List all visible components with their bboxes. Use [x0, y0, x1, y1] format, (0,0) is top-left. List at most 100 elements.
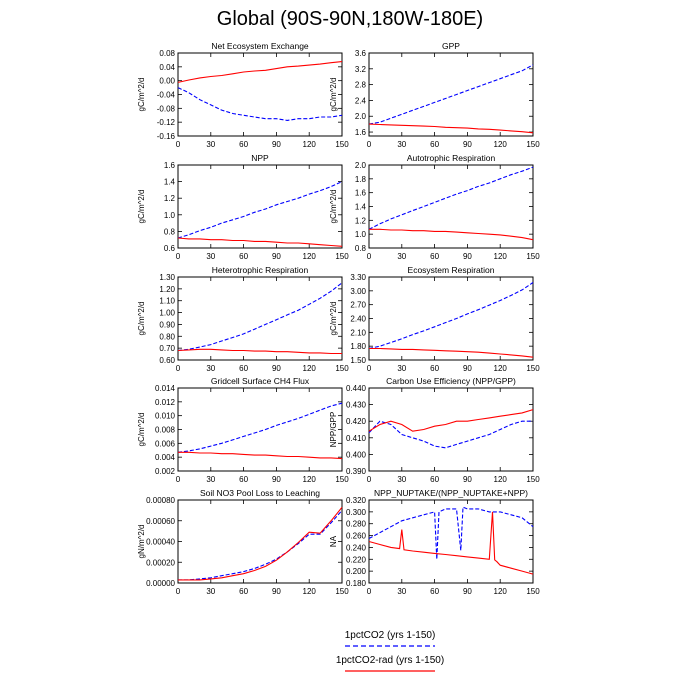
x-tick-label: 0	[176, 252, 181, 261]
x-tick-label: 30	[206, 364, 215, 373]
y-tick-label: 2.10	[350, 328, 366, 337]
x-tick-label: 90	[463, 475, 472, 484]
y-tick-label: 0.440	[346, 384, 367, 393]
y-axis-label: gC/m^2/d	[137, 413, 146, 447]
legend-item: 1pctCO2-rad (yrs 1-150)	[0, 655, 700, 674]
series-line-1pctco2	[368, 64, 534, 125]
chart-panel: Gridcell Surface CH4 Flux 0 30 60 90 120 150 0.…	[137, 376, 349, 484]
y-tick-label: 0.240	[346, 543, 367, 552]
y-tick-label: 3.2	[355, 65, 367, 74]
y-tick-label: 1.6	[164, 161, 176, 170]
chart-title: Soil NO3 Pool Loss to Leaching	[200, 488, 320, 498]
series-line-1pctco2	[368, 506, 534, 560]
y-tick-label: 2.8	[355, 81, 367, 90]
legend-swatch	[345, 670, 435, 672]
series-line-1pctco2	[368, 420, 533, 449]
legend-swatch	[345, 645, 435, 647]
y-tick-label: 1.8	[355, 175, 367, 184]
series-line-1pctco2-rad	[368, 511, 534, 575]
x-tick-label: 30	[206, 587, 215, 596]
chart-title: Net Ecosystem Exchange	[211, 41, 309, 51]
y-tick-label: 1.50	[350, 356, 366, 365]
x-tick-label: 150	[526, 364, 540, 373]
x-tick-label: 150	[526, 140, 540, 149]
y-tick-label: 0.6	[164, 244, 176, 253]
y-tick-label: 1.20	[159, 285, 175, 294]
y-tick-label: 0.004	[155, 453, 176, 462]
x-tick-label: 30	[397, 140, 406, 149]
chart-panel: NPP 0 30 60 90 120 150 0.6 0.8 1.0 1.2 1.4 1.6 gC/m^2…	[137, 153, 349, 261]
x-tick-label: 30	[397, 475, 406, 484]
series-line-1pctco2-rad	[369, 347, 534, 358]
x-tick-label: 60	[239, 364, 248, 373]
chart-title: Ecosystem Respiration	[408, 265, 495, 275]
plot-frame	[368, 276, 534, 361]
plot-frame	[177, 52, 343, 137]
chart-title: NPP	[251, 153, 269, 163]
y-tick-label: 1.4	[164, 178, 176, 187]
x-tick-label: 120	[494, 140, 508, 149]
y-tick-label: 0.002	[155, 467, 176, 476]
y-tick-label: 0.320	[346, 496, 367, 505]
series-line-1pctco2	[177, 181, 343, 239]
page-title: Global (90S-90N,180W-180E)	[216, 8, 484, 30]
y-tick-label: 1.6	[355, 128, 367, 137]
x-tick-label: 60	[430, 587, 439, 596]
x-tick-label: 0	[176, 587, 181, 596]
y-tick-label: 1.4	[355, 203, 367, 212]
x-tick-label: 150	[335, 364, 349, 373]
y-tick-label: 1.0	[164, 211, 176, 220]
y-tick-label: 2.40	[350, 315, 366, 324]
x-tick-label: 120	[303, 475, 317, 484]
plot-frame	[368, 52, 534, 137]
series-line-1pctco2-rad	[368, 123, 534, 134]
y-axis-label: NPP/GPP	[329, 412, 338, 448]
x-tick-label: 0	[367, 252, 372, 261]
chart-panel: Heterotrophic Respiration 0 30 60 90 120 150 0.…	[137, 265, 349, 373]
plot-frame	[177, 387, 343, 472]
chart-title: GPP	[442, 41, 460, 51]
y-tick-label: 0.8	[164, 227, 176, 236]
x-tick-label: 90	[463, 252, 472, 261]
y-tick-label: 3.6	[355, 49, 367, 58]
chart-panel: Carbon Use Efficiency (NPP/GPP) 0 30 60 90 12…	[329, 376, 540, 484]
y-tick-label: 1.00	[159, 309, 175, 318]
x-tick-label: 90	[272, 252, 281, 261]
x-tick-label: 90	[463, 364, 472, 373]
y-tick-label: 0.006	[155, 439, 176, 448]
chart-panel: Soil NO3 Pool Loss to Leaching 0 30 60 90 120…	[137, 488, 349, 596]
y-tick-label: 0.00060	[146, 517, 175, 526]
y-tick-label: 0.008	[155, 426, 176, 435]
x-tick-label: 60	[430, 475, 439, 484]
x-tick-label: 0	[367, 140, 372, 149]
x-tick-label: 90	[272, 475, 281, 484]
chart-title: Gridcell Surface CH4 Flux	[211, 376, 310, 386]
x-tick-label: 60	[239, 252, 248, 261]
y-tick-label: 0.08	[159, 49, 175, 58]
y-tick-label: 0.180	[346, 579, 367, 588]
y-tick-label: 2.0	[355, 112, 367, 121]
y-tick-label: 0.00040	[146, 538, 175, 547]
y-tick-label: 2.70	[350, 301, 366, 310]
series-line-1pctco2-rad	[368, 409, 534, 432]
x-tick-label: 60	[239, 140, 248, 149]
x-tick-label: 90	[272, 587, 281, 596]
x-tick-label: 120	[494, 475, 508, 484]
y-tick-label: 0.420	[346, 417, 367, 426]
y-tick-label: 0.70	[159, 344, 175, 353]
x-tick-label: 0	[367, 475, 372, 484]
x-tick-label: 30	[206, 475, 215, 484]
y-tick-label: -0.12	[157, 118, 176, 127]
x-tick-label: 60	[430, 140, 439, 149]
legend-label: 1pctCO2-rad (yrs 1-150)	[335, 655, 445, 666]
y-tick-label: 2.0	[355, 161, 367, 170]
chart-title: Heterotrophic Respiration	[212, 265, 309, 275]
y-tick-label: 1.0	[355, 230, 367, 239]
x-tick-label: 30	[397, 252, 406, 261]
plot-frame	[368, 499, 534, 584]
series-line-1pctco2-rad	[178, 506, 343, 581]
chart-panel: Net Ecosystem Exchange 0 30 60 90 120 150 -0.16…	[137, 41, 349, 149]
x-tick-label: 120	[303, 252, 317, 261]
y-tick-label: 3.00	[350, 287, 366, 296]
